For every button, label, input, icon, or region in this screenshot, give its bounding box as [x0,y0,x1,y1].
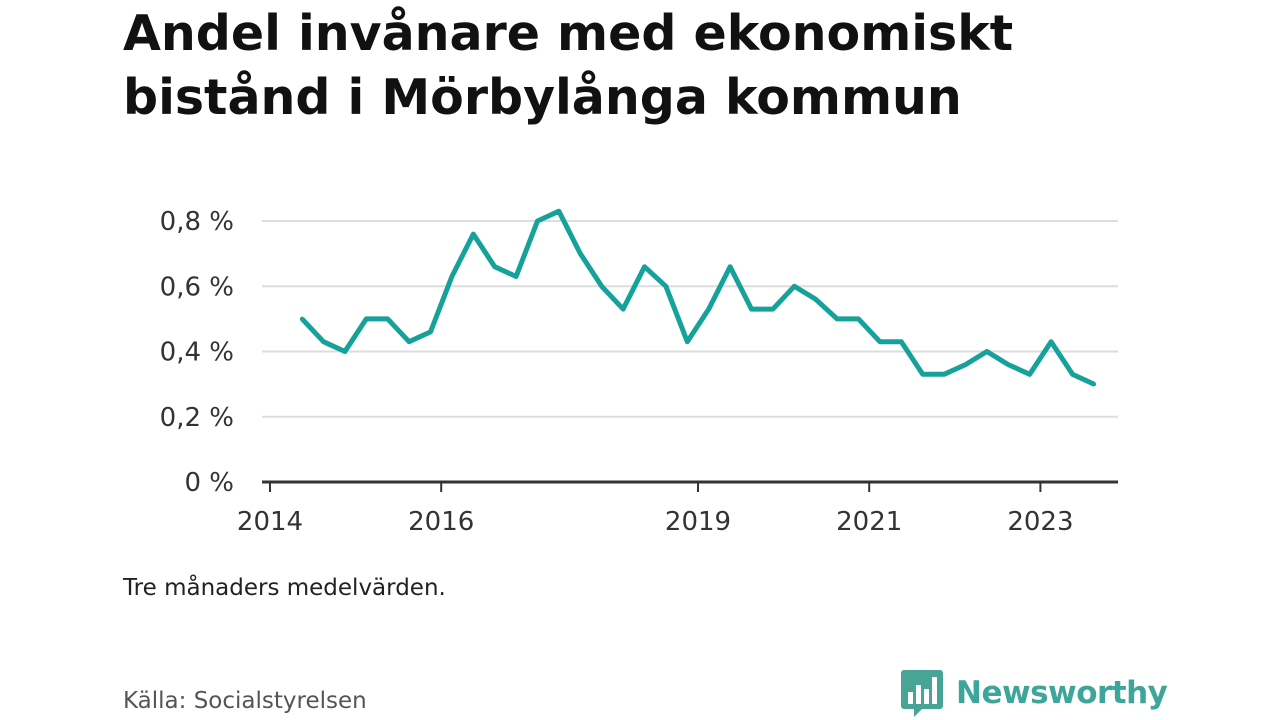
data-point [299,316,305,322]
data-point [1091,381,1097,387]
chart-title-line-1: Andel invånare med ekonomiskt [123,5,1014,62]
data-point [685,339,690,344]
data-point [663,284,669,289]
x-tick-label: 2023 [1007,507,1073,537]
data-point [642,264,647,269]
x-tick-label: 2016 [408,507,474,537]
data-point [856,316,861,322]
x-tick-label: 2021 [836,507,902,537]
data-point [770,306,776,312]
data-point [1006,362,1011,367]
data-point [620,306,626,312]
data-point [513,274,519,279]
data-point [599,284,604,289]
data-point [1027,372,1032,377]
brand-name: Newsworthy [956,675,1168,711]
x-axis: 2014 2016 2019 2021 2023 [237,480,1118,537]
data-point [984,349,990,354]
data-point [321,339,326,344]
chart-title: Andel invånare med ekonomiskt bistånd i … [123,2,1123,130]
y-tick-label: 0,2 % [160,403,234,433]
data-point [749,306,754,312]
y-tick-label: 0,4 % [160,338,234,368]
data-point [535,218,540,224]
x-tick-label: 2014 [237,507,303,537]
series-line [300,208,1095,387]
data-point [428,329,433,335]
data-point [727,264,733,269]
chart-title-line-2: bistånd i Mörbylånga kommun [123,69,962,126]
brand-logo: Newsworthy [900,668,1168,718]
y-tick-label: 0,8 % [160,207,234,237]
data-point [406,339,412,344]
data-point [449,274,455,279]
data-point [899,339,904,344]
data-point [556,209,562,214]
data-point [792,284,797,289]
data-point [471,231,476,237]
data-point [706,306,711,312]
data-point [578,251,583,256]
source-credit: Källa: Socialstyrelsen [123,688,367,714]
y-tick-label: 0,6 % [160,272,234,302]
data-point [385,316,390,322]
chart-note: Tre månaders medelvärden. [123,575,446,601]
data-point [342,349,348,354]
data-point [364,316,369,322]
y-axis-ticks: 0 % 0,2 % 0,4 % 0,6 % 0,8 % [160,207,234,498]
data-point [1048,339,1054,344]
series-layer [299,208,1097,387]
data-point [1070,372,1075,377]
data-point [877,339,883,344]
bar-chart-speech-bubble-icon [901,670,943,717]
x-tick-label: 2019 [665,507,731,537]
data-point [834,316,840,322]
data-point [920,372,925,377]
y-tick-label: 0 % [184,468,234,498]
data-point [941,372,947,377]
data-point [813,297,818,302]
data-point [492,264,497,269]
grid-lines [262,220,1118,418]
data-point [963,362,968,367]
